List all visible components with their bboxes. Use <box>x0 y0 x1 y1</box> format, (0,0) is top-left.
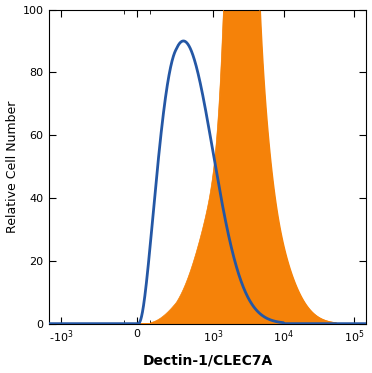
Y-axis label: Relative Cell Number: Relative Cell Number <box>6 100 19 233</box>
X-axis label: Dectin-1/CLEC7A: Dectin-1/CLEC7A <box>142 354 273 367</box>
